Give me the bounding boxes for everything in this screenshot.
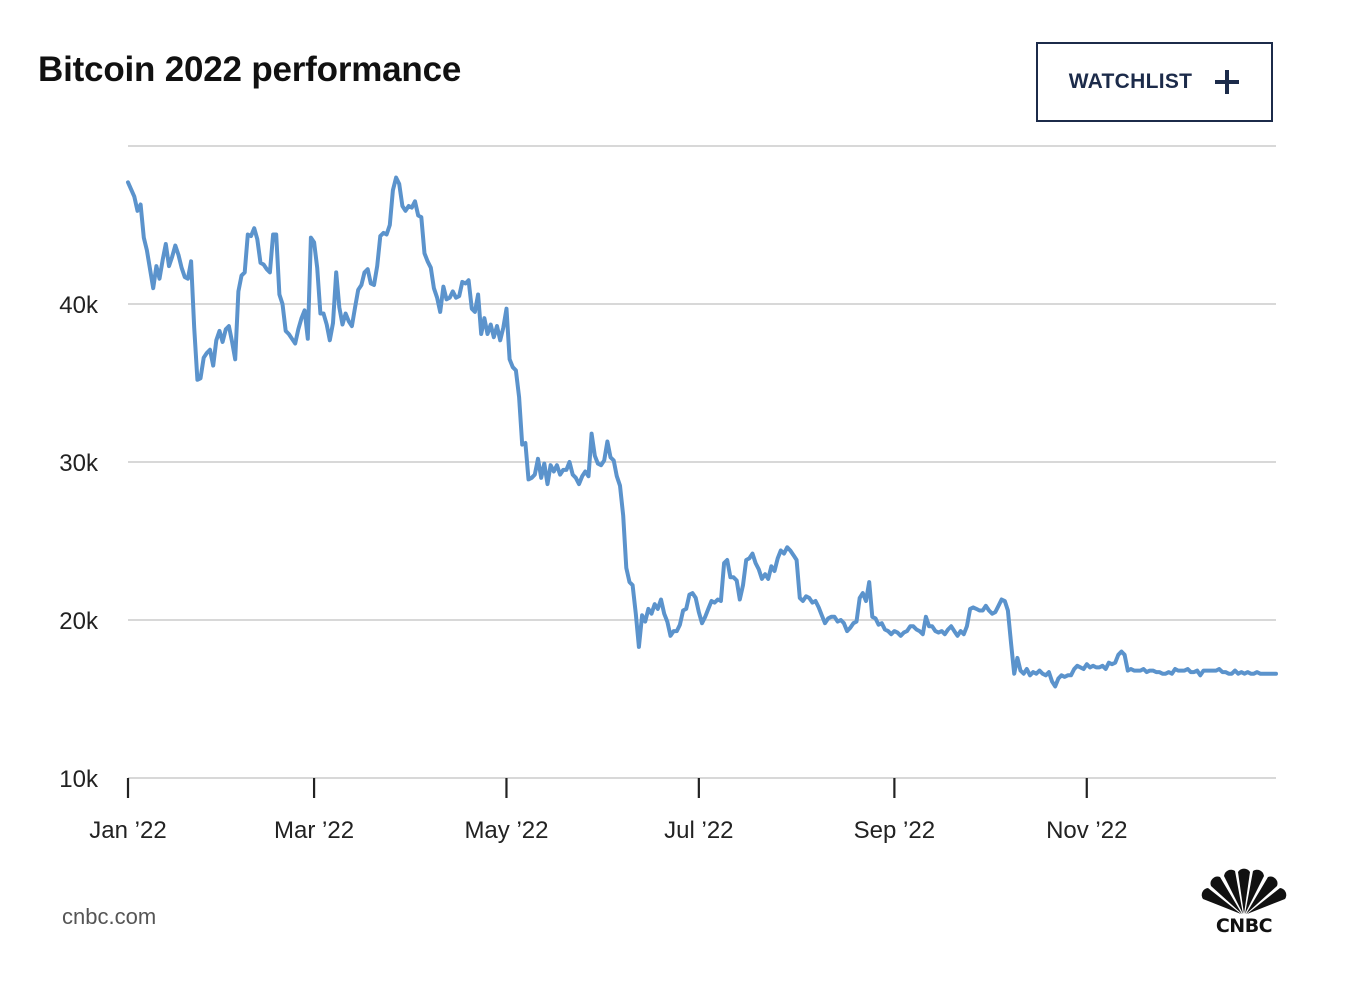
watchlist-label: WATCHLIST (1068, 70, 1193, 93)
price-line (126, 175, 1278, 689)
cnbc-peacock-logo: CNBC (1201, 868, 1287, 936)
x-axis (126, 777, 1276, 798)
x-tick-label: May ’22 (464, 817, 548, 844)
series-layer (126, 175, 1278, 689)
x-tick-label: Nov ’22 (1046, 817, 1127, 844)
y-tick-label: 40k (59, 292, 99, 319)
y-tick-label: 10k (59, 766, 99, 793)
source-label: cnbc.com (62, 904, 157, 929)
grid-lines (128, 145, 1276, 621)
chart-title: Bitcoin 2022 performance (38, 50, 462, 89)
plus-icon (1215, 70, 1240, 94)
y-axis-labels: 10k 20k 30k 40k (59, 292, 99, 793)
x-tick-label: Jan ’22 (89, 817, 166, 844)
cnbc-logo-text: CNBC (1216, 915, 1272, 936)
x-axis-labels: Jan ’22 Mar ’22 May ’22 Jul ’22 Sep ’22 Nov ’… (89, 817, 1127, 844)
x-tick-label: Jul ’22 (664, 817, 733, 844)
y-tick-label: 20k (59, 608, 99, 635)
x-tick-label: Mar ’22 (274, 817, 354, 844)
y-tick-label: 30k (59, 450, 99, 477)
watchlist-button[interactable]: WATCHLIST (1036, 42, 1273, 122)
x-tick-label: Sep ’22 (854, 817, 935, 844)
